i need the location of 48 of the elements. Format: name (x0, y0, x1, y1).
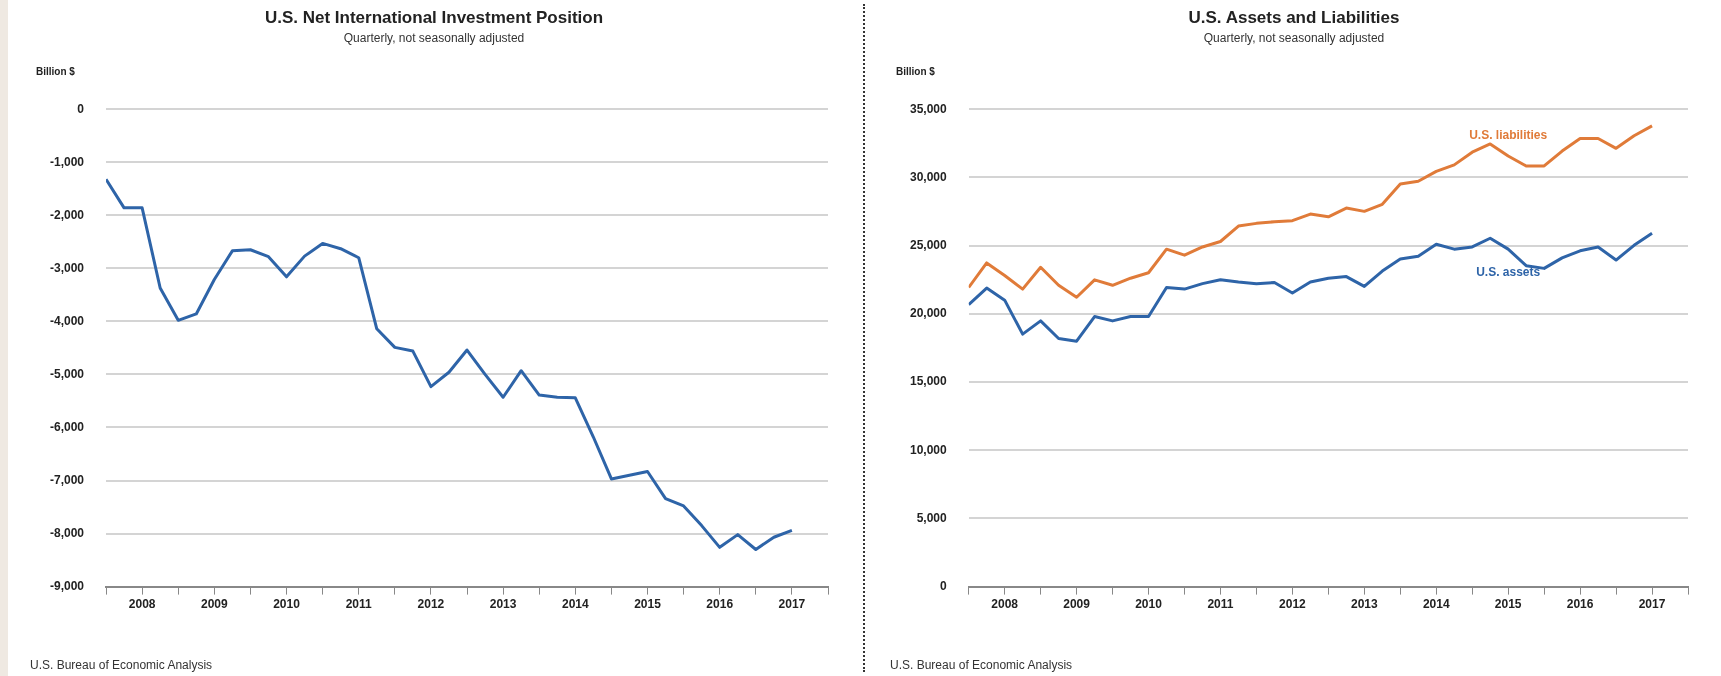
x-tick-label: 2010 (1135, 597, 1163, 612)
chart-title: U.S. Assets and Liabilities (1187, 8, 1401, 28)
text: U.S. Bureau of Economic Analysis (890, 658, 1073, 672)
x-tick-label: 2017 (778, 597, 806, 612)
x-tick-label: 2011 (1207, 597, 1234, 612)
x-tick-label: 2015 (634, 597, 662, 612)
y-tick-label: -9,000 (49, 578, 85, 593)
x-tick-label: 2008 (991, 597, 1019, 612)
series-label: U.S. assets (1476, 265, 1541, 280)
y-tick-label: -6,000 (49, 419, 85, 434)
y-tick-label: -5,000 (49, 366, 85, 381)
x-tick-label: 2008 (128, 597, 156, 612)
y-tick-label: -3,000 (49, 260, 85, 275)
text: U.S. Bureau of Economic Analysis (30, 658, 213, 672)
y-tick-label: 20,000 (910, 306, 948, 321)
series-label: U.S. liabilities (1469, 128, 1548, 143)
y-tick-label: -8,000 (49, 525, 85, 540)
x-tick-label: 2014 (561, 597, 589, 612)
x-tick-label: 2011 (345, 597, 373, 612)
x-tick-label: 2016 (1566, 597, 1594, 612)
x-tick-label: 2016 (706, 597, 734, 612)
y-axis-title: Billion $ (36, 66, 75, 77)
x-tick-label: 2017 (1638, 597, 1666, 612)
y-tick-label: 15,000 (910, 374, 948, 389)
y-tick-label: 30,000 (910, 169, 948, 184)
chart-subtitle: Quarterly, not seasonally adjusted (1202, 31, 1386, 45)
x-tick-label: 2012 (1279, 597, 1307, 612)
y-tick-label: -7,000 (49, 472, 85, 487)
y-tick-label: -2,000 (49, 207, 85, 222)
x-tick-label: 2009 (1063, 597, 1091, 612)
y-tick-label: 0 (940, 578, 948, 593)
y-tick-label: 5,000 (916, 510, 948, 525)
y-axis-title: Billion $ (896, 66, 935, 77)
y-tick-label: 10,000 (910, 442, 948, 457)
y-tick-label: 35,000 (910, 101, 948, 116)
chart-subtitle: Quarterly, not seasonally adjusted (342, 31, 526, 45)
x-tick-label: 2010 (273, 597, 301, 612)
y-tick-label: -4,000 (49, 313, 85, 328)
x-tick-label: 2013 (489, 597, 517, 612)
x-tick-label: 2013 (1350, 597, 1378, 612)
y-tick-label: 0 (77, 101, 85, 116)
x-tick-label: 2015 (1494, 597, 1522, 612)
y-tick-label: 25,000 (910, 237, 948, 252)
x-tick-label: 2014 (1422, 597, 1450, 612)
x-tick-label: 2012 (417, 597, 445, 612)
x-tick-label: 2009 (200, 597, 228, 612)
chart-title: U.S. Net International Investment Position (263, 8, 605, 28)
y-tick-label: -1,000 (49, 154, 85, 169)
